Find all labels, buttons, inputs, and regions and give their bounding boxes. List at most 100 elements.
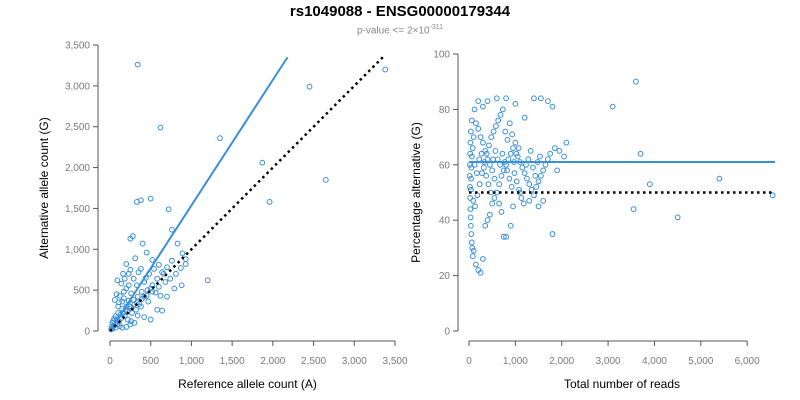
data-point [503, 95, 509, 102]
data-point [120, 288, 127, 295]
data-point [131, 319, 138, 326]
x-tick-label: 3,500 [382, 356, 407, 367]
data-point [466, 172, 473, 179]
data-point [168, 226, 175, 233]
x-tick-label: 2,000 [549, 356, 574, 367]
data-point [500, 233, 507, 240]
x-axis-label: Reference allele count (A) [178, 377, 317, 391]
data-point [154, 306, 161, 313]
data-point [162, 279, 169, 285]
data-point [179, 250, 186, 257]
data-point [125, 282, 132, 289]
data-point [506, 120, 513, 127]
data-point [544, 98, 551, 104]
data-point [493, 95, 500, 102]
x-axis-label: Total number of reads [564, 377, 680, 391]
data-point [130, 275, 137, 282]
data-point [468, 239, 475, 246]
data-point [132, 255, 139, 262]
data-point [133, 306, 139, 313]
data-point [520, 200, 527, 207]
data-point [120, 295, 127, 302]
data-point [114, 277, 121, 284]
data-point [471, 106, 478, 113]
data-point [134, 293, 141, 300]
data-point [500, 167, 507, 174]
data-point [496, 200, 503, 207]
data-point [177, 265, 184, 271]
data-point [127, 235, 134, 242]
data-point [489, 200, 496, 207]
data-point [151, 265, 157, 272]
data-point [473, 170, 480, 177]
data-point [510, 145, 516, 152]
data-point [471, 161, 478, 168]
data-point [120, 270, 126, 277]
data-point [119, 298, 126, 305]
data-point [530, 164, 536, 171]
data-point [549, 103, 556, 110]
data-point [472, 203, 478, 210]
fit-line [109, 56, 289, 332]
data-point [488, 134, 495, 141]
pvalue-text: p-value <= 2×10 [356, 25, 430, 37]
data-point [470, 134, 477, 141]
data-point [495, 117, 502, 124]
data-point [164, 293, 170, 300]
data-point [159, 269, 166, 276]
data-point [157, 124, 164, 131]
data-point [556, 148, 563, 154]
data-point [128, 305, 135, 312]
data-point [512, 100, 519, 107]
data-point [563, 139, 570, 146]
data-point [504, 136, 511, 143]
y-tick-label: 80 [439, 105, 451, 116]
data-point [630, 206, 637, 213]
data-point [492, 148, 499, 154]
x-tick-label: 2,500 [301, 356, 326, 367]
data-point [173, 270, 179, 277]
data-point [117, 311, 124, 318]
data-point [470, 247, 477, 254]
data-point [174, 240, 181, 247]
data-point [480, 256, 486, 262]
data-point [486, 211, 493, 218]
data-point [123, 324, 130, 330]
data-point [138, 288, 145, 295]
data-point [537, 153, 543, 160]
y-tick-label: 1,000 [65, 245, 90, 256]
data-point [535, 178, 542, 185]
data-point [306, 83, 313, 90]
y-axis-label: Percentage alternative (G) [409, 122, 423, 263]
data-point [382, 66, 389, 73]
data-point [507, 222, 514, 229]
x-tick-label: 4,000 [642, 356, 667, 367]
data-point [141, 314, 148, 321]
data-point [155, 261, 162, 268]
data-point [125, 316, 131, 323]
data-point [467, 184, 473, 190]
data-point [118, 280, 125, 287]
y-tick-label: 100 [433, 50, 450, 61]
data-point [476, 156, 483, 163]
y-tick-label: 60 [439, 160, 451, 171]
x-tick-label: 500 [142, 356, 159, 367]
data-point [467, 214, 474, 221]
data-point [489, 167, 496, 174]
data-point [496, 181, 503, 188]
data-point [521, 114, 528, 121]
data-point [143, 249, 150, 256]
y-tick-label: 3,500 [65, 41, 90, 52]
data-point [134, 312, 141, 319]
data-point [540, 167, 547, 174]
data-point [138, 296, 145, 303]
data-point [154, 275, 161, 282]
data-point [167, 275, 174, 282]
data-point [509, 131, 516, 138]
data-point [486, 161, 493, 168]
data-point [126, 303, 133, 310]
y-tick-label: 0 [444, 327, 450, 338]
data-point [716, 175, 723, 182]
data-point [494, 156, 501, 163]
data-point [486, 142, 492, 149]
